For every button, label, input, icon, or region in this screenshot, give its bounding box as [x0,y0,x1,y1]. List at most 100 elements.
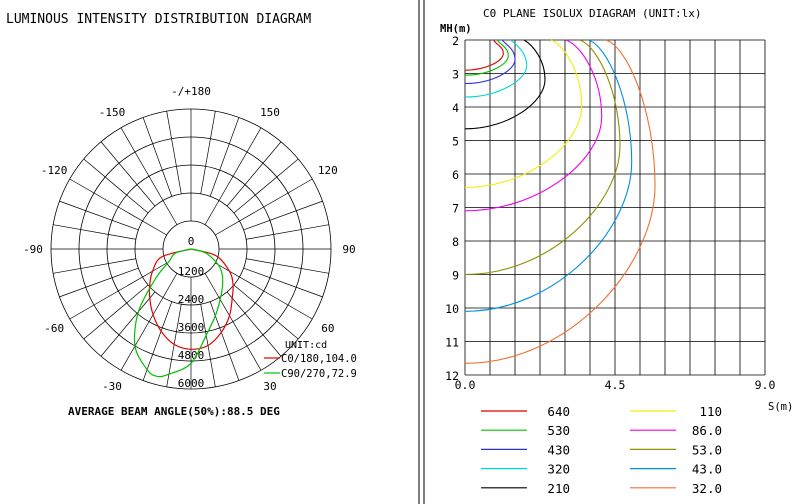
polar-chart: LUMINOUS INTENSITY DISTRIBUTION DIAGRAM … [6,12,357,418]
polar-spoke [204,127,262,225]
iso-y-tick-label: 12 [445,369,459,383]
iso-legend-label: 430 [547,442,570,457]
polar-angle-label: -90 [23,243,43,256]
polar-radial-label: 3600 [178,321,205,334]
polar-spoke [142,301,173,381]
polar-spoke [209,301,240,381]
polar-spoke [215,262,313,320]
iso-y-tick-label: 7 [452,202,459,216]
iso-legend-label: 32.0 [692,481,722,496]
polar-spoke [226,291,282,357]
polar-spoke [100,291,156,357]
polar-legend: UNIT:cd C0/180,104.0 C90/270,72.9 [264,340,357,380]
legend-label-c90: C90/270,72.9 [281,368,357,380]
iso-y-tick-label: 5 [452,135,459,149]
iso-legend-label: 53.0 [692,442,722,457]
polar-spoke [200,111,216,194]
polar-spoke [83,158,149,214]
iso-y-tick-label: 3 [452,68,459,82]
polar-spoke [166,111,182,194]
isolux-curves [464,39,656,364]
iso-y-tick-label: 6 [452,168,459,182]
iso-y-tick-label: 2 [452,34,459,48]
legend-label-c0: C0/180,104.0 [281,353,357,365]
iso-legend-label: 86.0 [692,423,722,438]
polar-spoke [243,200,323,231]
polar-angle-label: 30 [263,380,276,393]
polar-angle-labels: -/+180 -150 150 -120 120 -90 90 -60 60 -30 30 [23,85,356,393]
polar-curves [133,248,234,378]
polar-spoke [83,284,149,340]
iso-x-tick-label: 0.0 [455,378,476,392]
polar-angle-label: -/+180 [171,85,211,98]
polar-spoke [233,284,299,340]
iso-x-tick-label: 9.0 [755,378,776,392]
iso-legend-label: 530 [547,423,570,438]
isolux-title: C0 PLANE ISOLUX DIAGRAM (UNIT:lx) [483,7,702,20]
polar-radial-label: 1200 [178,265,205,278]
isolux-chart: C0 PLANE ISOLUX DIAGRAM (UNIT:lx) MH(m) … [440,7,793,496]
polar-angle-label: -30 [102,380,122,393]
polar-angle-label: -150 [99,106,126,119]
iso-legend-label: 43.0 [692,462,722,477]
polar-spoke [209,117,240,197]
iso-y-tick-label: 9 [452,269,459,283]
polar-spoke [69,262,167,320]
polar-radial-label: 4800 [178,349,205,362]
isolux-xlabel: S(m) [768,401,793,413]
polar-spoke [100,141,156,207]
beam-angle-footer: AVERAGE BEAM ANGLE(50%):88.5 DEG [68,405,280,418]
iso-legend-label: 110 [699,404,722,419]
isolux-grid [464,39,766,376]
isolux-ylabel: MH(m) [440,23,472,35]
isolux-y-tick-labels: 2 3 4 5 6 7 8 9 10 11 12 [445,34,459,383]
polar-spoke [120,273,178,371]
polar-unit-label: UNIT:cd [285,340,327,351]
iso-contour-5 [464,39,583,188]
iso-contour-8 [464,39,633,312]
iso-y-tick-label: 8 [452,235,459,249]
polar-spoke [204,273,262,371]
polar-angle-label: 90 [342,243,355,256]
iso-contour-4 [464,39,546,130]
polar-spoke [69,178,167,236]
isolux-x-tick-labels: 0.0 4.5 9.0 [455,378,776,392]
iso-y-tick-label: 11 [445,336,459,350]
iso-y-tick-label: 4 [452,101,459,115]
polar-spoke [233,158,299,214]
iso-contour-3 [464,39,528,98]
iso-y-tick-label: 10 [445,302,459,316]
iso-legend-label: 210 [547,481,570,496]
polar-spoke [226,141,282,207]
iso-legend-label: 320 [547,462,570,477]
polar-angle-label: -60 [44,322,64,335]
iso-contour-2 [464,39,516,85]
polar-radial-labels: 0 1200 2400 3600 4800 6000 [178,235,205,390]
polar-radial-label: 6000 [178,377,205,390]
polar-series-0 [148,248,234,350]
polar-angle-label: 150 [260,106,280,119]
polar-title: LUMINOUS INTENSITY DISTRIBUTION DIAGRAM [6,12,311,27]
polar-spoke [59,200,139,231]
polar-angle-label: 120 [318,164,338,177]
polar-spoke [53,258,136,274]
iso-contour-6 [464,39,603,212]
polar-radial-label: 2400 [178,293,205,306]
polar-spoke [243,267,323,298]
polar-spoke [246,224,329,240]
polar-series-1 [133,248,224,378]
polar-spoke [120,127,178,225]
iso-x-tick-label: 4.5 [605,378,626,392]
iso-legend-label: 640 [547,404,570,419]
isolux-legend: 640 530 430 320 210 110 86.0 53.0 43.0 32.0 [481,404,722,496]
iso-contour-1 [464,39,509,76]
iso-contour-0 [464,39,504,71]
polar-spoke [215,178,313,236]
polar-angle-label: 60 [321,322,334,335]
polar-spoke [59,267,139,298]
polar-angle-label: -120 [41,164,68,177]
polar-spoke [142,117,173,197]
iso-contour-7 [464,39,621,276]
polar-grid [50,108,332,390]
